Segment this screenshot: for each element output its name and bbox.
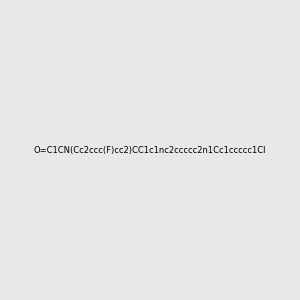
Text: O=C1CN(Cc2ccc(F)cc2)CC1c1nc2ccccc2n1Cc1ccccc1Cl: O=C1CN(Cc2ccc(F)cc2)CC1c1nc2ccccc2n1Cc1c… bbox=[34, 146, 266, 154]
